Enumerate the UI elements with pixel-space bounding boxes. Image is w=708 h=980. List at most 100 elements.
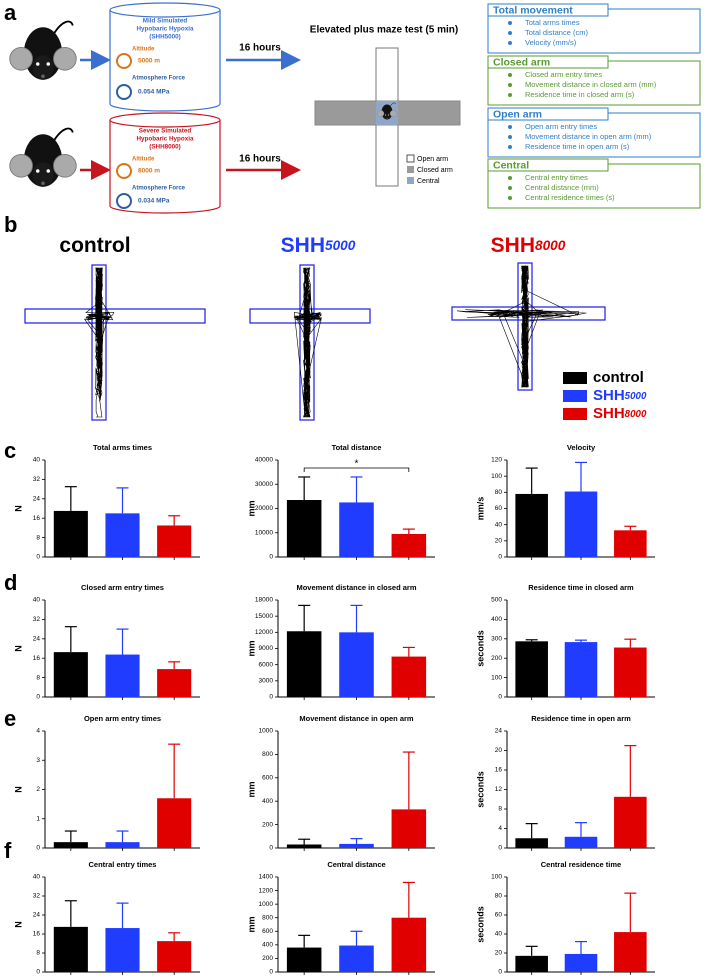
y-tick-label: 0 bbox=[269, 694, 273, 701]
bullet bbox=[508, 83, 512, 87]
y-tick-label: 1 bbox=[36, 815, 40, 822]
bullet bbox=[508, 73, 512, 77]
bar bbox=[564, 953, 598, 972]
measure-title-box bbox=[487, 55, 609, 69]
y-tick-label: 18000 bbox=[255, 597, 273, 604]
y-tick-label: 8 bbox=[498, 806, 502, 813]
group-name: control bbox=[59, 234, 130, 257]
group-name: SHH bbox=[593, 405, 625, 422]
y-tick-label: 1200 bbox=[259, 887, 274, 894]
y-tick-label: 16 bbox=[33, 655, 41, 662]
y-axis-label: seconds bbox=[475, 906, 485, 943]
chart-title: Central distance bbox=[327, 860, 385, 869]
y-tick-label: 12000 bbox=[255, 629, 273, 636]
y-tick-label: 0 bbox=[36, 554, 40, 561]
bar bbox=[286, 844, 322, 848]
y-tick-label: 15000 bbox=[255, 613, 273, 620]
measure-title-box bbox=[487, 107, 609, 121]
y-tick-label: 20 bbox=[495, 538, 503, 545]
bar bbox=[53, 510, 88, 557]
y-tick-label: 40 bbox=[33, 457, 41, 464]
bar bbox=[564, 491, 598, 557]
y-axis-label: N bbox=[13, 921, 23, 928]
y-tick-label: 16 bbox=[33, 931, 41, 938]
altitude-label: Altitude bbox=[132, 157, 155, 163]
y-tick-label: 9000 bbox=[259, 645, 274, 652]
y-tick-label: 100 bbox=[491, 874, 502, 881]
measure-title-box bbox=[487, 3, 609, 17]
y-axis-label: N bbox=[13, 786, 23, 793]
y-tick-label: 32 bbox=[33, 476, 41, 483]
bar bbox=[157, 525, 192, 557]
bar bbox=[515, 838, 548, 848]
panel-a: Mild Simulated Hypobaric Hypoxia (SHH500… bbox=[8, 2, 461, 214]
bar bbox=[286, 631, 322, 697]
bar bbox=[614, 647, 647, 697]
measure-title-box bbox=[487, 158, 609, 172]
trajectory bbox=[456, 265, 587, 388]
mouse-icon bbox=[8, 127, 78, 188]
cylinder-severe: Severe Simulated Hypobaric Hypoxia (SHH8… bbox=[109, 112, 221, 214]
y-tick-label: 1000 bbox=[259, 728, 274, 735]
legend-swatch bbox=[563, 390, 587, 402]
y-tick-label: 0 bbox=[269, 969, 273, 976]
bar bbox=[391, 917, 427, 972]
maze-arm bbox=[24, 308, 206, 324]
chart-title: Movement distance in closed arm bbox=[296, 583, 416, 592]
y-tick-label: 40 bbox=[495, 521, 503, 528]
maze-title: Elevated plus maze test (5 min) bbox=[310, 25, 458, 36]
maze-legend: Central bbox=[417, 178, 440, 185]
y-tick-label: 3 bbox=[36, 757, 40, 764]
chart-title: Central entry times bbox=[89, 860, 157, 869]
measure-title: Total movement bbox=[493, 4, 573, 16]
maze-arm bbox=[517, 262, 533, 391]
y-tick-label: 600 bbox=[262, 775, 273, 782]
chart-title: Total arms times bbox=[93, 443, 152, 452]
duration-label: 16 hours bbox=[239, 43, 281, 54]
measure-item: Open arm entry times bbox=[525, 122, 597, 131]
bar bbox=[339, 843, 374, 848]
bullet bbox=[508, 186, 512, 190]
y-tick-label: 60 bbox=[495, 505, 503, 512]
bar bbox=[339, 502, 374, 557]
y-tick-label: 120 bbox=[491, 457, 502, 464]
group-name: SHH bbox=[491, 234, 535, 257]
panel-label: e bbox=[4, 706, 16, 731]
legend-swatch bbox=[563, 408, 587, 420]
y-tick-label: 600 bbox=[262, 928, 273, 935]
chart-title: Open arm entry times bbox=[84, 714, 161, 723]
group-sub: 5000 bbox=[325, 238, 356, 253]
altitude-value: 8000 m bbox=[138, 168, 160, 175]
y-tick-label: 300 bbox=[491, 636, 502, 643]
bar bbox=[515, 493, 548, 557]
y-tick-label: 0 bbox=[36, 845, 40, 852]
y-tick-label: 30000 bbox=[255, 481, 273, 488]
bar bbox=[286, 500, 322, 557]
panel-label: c bbox=[4, 438, 16, 463]
measure-title: Closed arm bbox=[493, 56, 550, 68]
legend-swatch bbox=[563, 372, 587, 384]
y-tick-label: 32 bbox=[33, 893, 41, 900]
y-axis-label: mm bbox=[246, 781, 256, 797]
y-tick-label: 8 bbox=[36, 950, 40, 957]
force-value: 0.034 MPa bbox=[138, 198, 170, 205]
maze-legend: Closed arm bbox=[417, 167, 453, 174]
measure-item: Residence time in open arm (s) bbox=[525, 142, 630, 151]
chart-title: Closed arm entry times bbox=[81, 583, 164, 592]
chart-title: Total distance bbox=[332, 443, 382, 452]
bar bbox=[53, 842, 88, 848]
y-tick-label: 200 bbox=[262, 821, 273, 828]
bar bbox=[614, 932, 647, 972]
y-tick-label: 100 bbox=[491, 473, 502, 480]
y-tick-label: 100 bbox=[491, 674, 502, 681]
measure-item: Movement distance in open arm (mm) bbox=[525, 132, 652, 141]
y-tick-label: 40 bbox=[495, 931, 503, 938]
cylinder-text: Hypobaric Hypoxia bbox=[136, 26, 194, 33]
cylinder-text: (SHH5000) bbox=[149, 34, 181, 41]
group-sub: 5000 bbox=[625, 391, 647, 402]
y-tick-label: 2 bbox=[36, 786, 40, 793]
y-tick-label: 200 bbox=[262, 955, 273, 962]
y-tick-label: 24 bbox=[495, 728, 503, 735]
